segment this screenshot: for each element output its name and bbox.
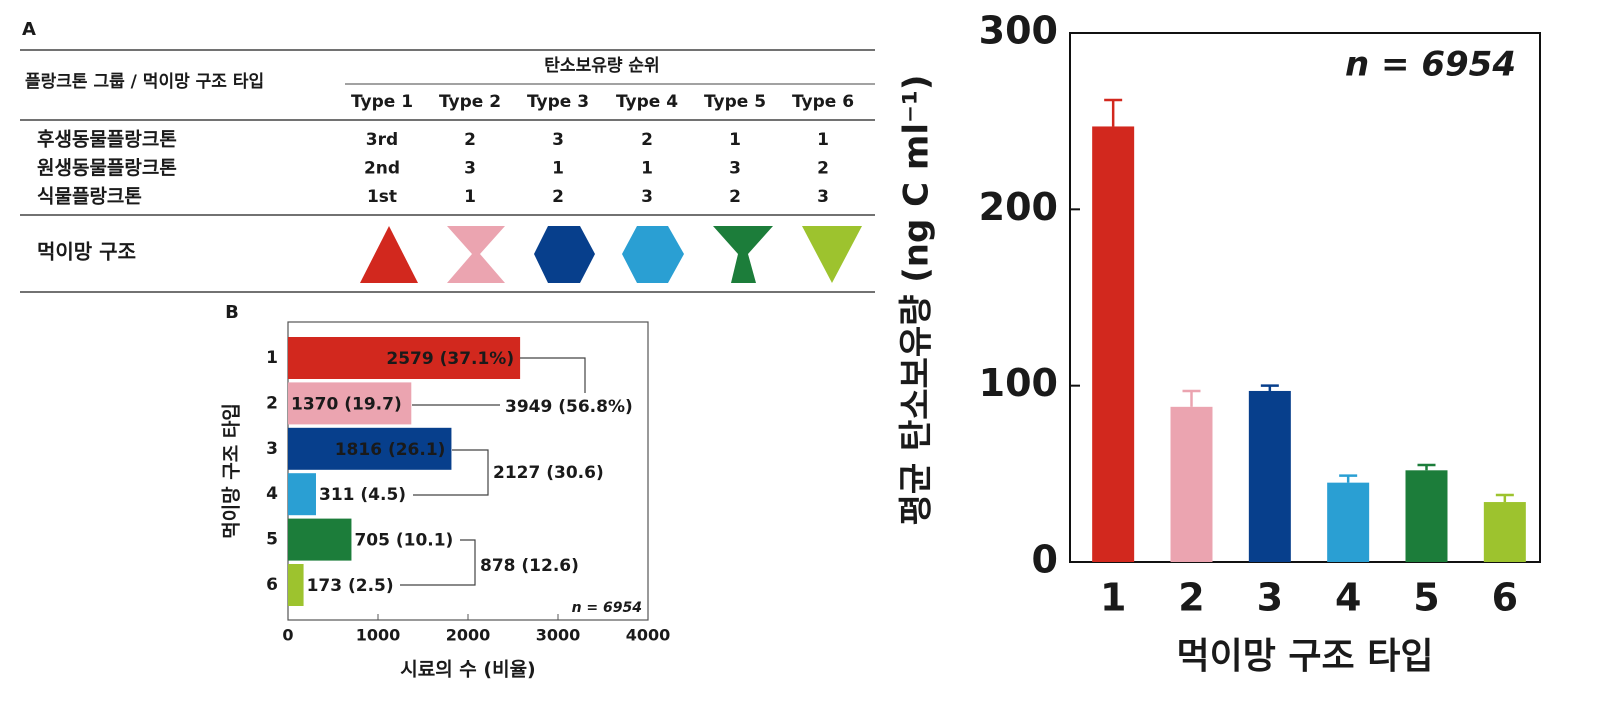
panel-label: B [225,302,239,323]
bar [1483,502,1526,562]
cell: 1 [552,159,564,179]
value-label: 1816 (26.1) [335,440,446,460]
bar [1170,406,1213,562]
cell: 3 [641,187,653,207]
y-tick-label: 1 [266,348,278,368]
y-tick-label: 3 [266,439,278,459]
x-axis-label: 시료의 수 (비율) [400,659,535,681]
y-tick-label: 0 [1032,538,1058,582]
cell: 2 [641,130,653,150]
x-tick-label: 0 [282,626,293,645]
y-tick-label: 300 [979,9,1058,53]
x-tick-label: 6 [1492,576,1518,620]
x-tick-label: 1000 [356,626,401,645]
cell: 1st [367,187,397,207]
shape [447,226,505,283]
cell: 2 [464,130,476,150]
row-name: 식물플랑크톤 [37,186,142,208]
bracket [412,357,586,406]
bar [1405,470,1448,562]
bracket [400,539,476,586]
bar [1327,482,1370,562]
structure-label: 먹이망 구조 [37,240,136,264]
bar [1248,390,1291,562]
cell: 2 [817,159,829,179]
y-tick-label: 6 [266,575,278,595]
group-label: 3949 (56.8%) [505,397,633,417]
cell: 1 [464,187,476,207]
cell: 3 [552,130,564,150]
column-header: Type 4 [616,92,678,112]
cell: 2 [552,187,564,207]
value-label: 173 (2.5) [307,576,394,596]
annotation: n = 6954 [1345,45,1516,85]
value-label: 2579 (37.1%) [386,349,514,369]
bar [288,382,412,425]
bar [288,427,452,470]
y-tick-label: 200 [979,185,1058,229]
x-tick-label: 1 [1100,576,1126,620]
x-axis-label: 먹이망 구조 타입 [1177,636,1434,677]
y-axis-label: 평균 탄소보유량 (ng C ml⁻¹) [897,75,937,526]
shape [622,226,684,283]
x-tick-label: 5 [1413,576,1439,620]
value-label: 311 (4.5) [319,485,406,505]
column-header: Type 1 [351,92,413,112]
column-header: Type 6 [792,92,854,112]
column-header: Type 3 [527,92,589,112]
cell: 3 [729,159,741,179]
column-header: Type 2 [439,92,501,112]
structure-shapes [360,226,862,283]
shape [360,226,418,283]
cell: 2nd [364,159,400,179]
bar [288,337,521,379]
bar [1092,126,1135,562]
table: A 플랑크톤 그룹 / 먹이망 구조 타입 탄소보유량 순위 먹이망 구조 [20,19,875,293]
cell: 1 [817,130,829,150]
cell: 1 [729,130,741,150]
annotation: n = 6954 [572,600,642,616]
y-tick-label: 4 [266,484,278,504]
y-tick-label: 100 [979,361,1058,405]
cell: 3rd [366,130,398,150]
bar [288,564,304,606]
group-label: 2127 (30.6) [493,463,604,483]
x-tick-label: 4 [1335,576,1361,620]
bar [288,473,316,516]
group-label: 878 (12.6) [480,556,579,576]
bar [288,518,352,561]
cell: 1 [641,159,653,179]
value-label: 1370 (19.7) [291,394,402,414]
x-tick-label: 4000 [626,626,671,645]
shape [534,226,595,283]
plot-frame [1069,32,1541,563]
cell: 3 [817,187,829,207]
y-axis-label: 먹이망 구조 타입 [221,403,243,539]
header-left: 플랑크톤 그룹 / 먹이망 구조 타입 [25,72,264,92]
shape [713,226,773,283]
column-header: Type 5 [704,92,766,112]
cell: 2 [729,187,741,207]
row-name: 후생동물플랑크톤 [37,129,177,151]
header-group: 탄소보유량 순위 [544,56,659,76]
cell: 3 [464,159,476,179]
y-tick-label: 2 [266,393,278,413]
bracket [413,449,489,496]
x-tick-label: 3 [1257,576,1283,620]
y-tick-label: 5 [266,530,278,550]
x-tick-label: 2000 [446,626,491,645]
x-tick-label: 2 [1178,576,1204,620]
x-tick-label: 3000 [536,626,581,645]
shape [802,226,862,283]
value-label: 705 (10.1) [354,531,453,551]
row-name: 원생동물플랑크톤 [37,157,177,179]
panel-label: A [22,19,36,40]
